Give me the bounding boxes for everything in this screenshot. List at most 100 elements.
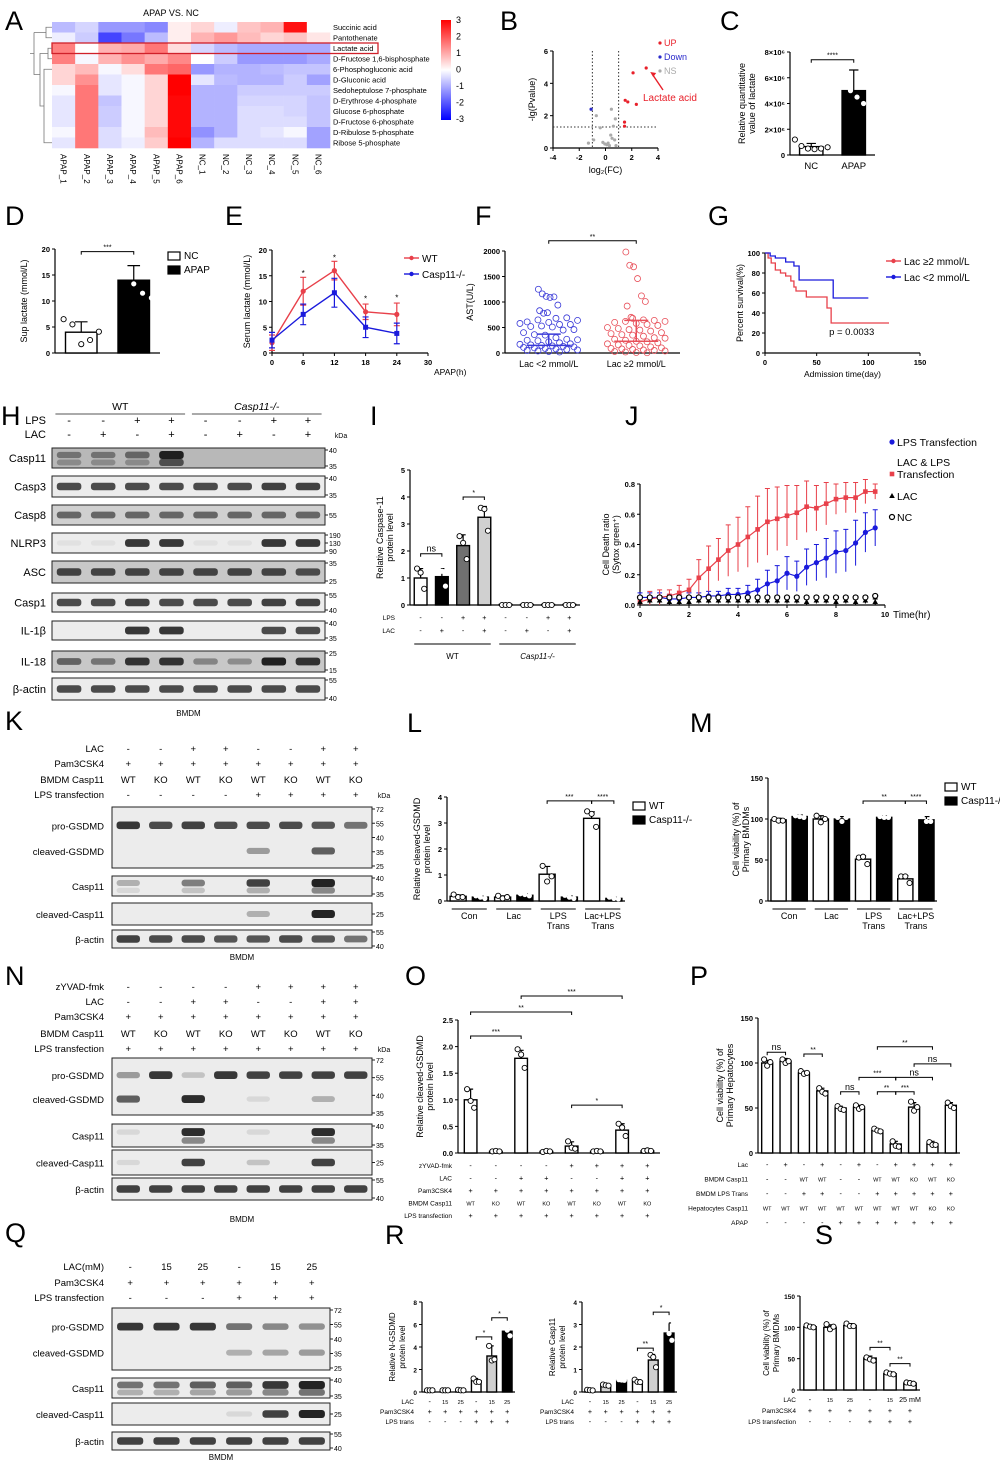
protein-band [246,1096,270,1102]
data-point [552,314,560,322]
data-point [609,133,613,137]
protein-band [117,1381,144,1389]
data-point [877,813,883,820]
x-category-label: Trans [862,921,885,931]
data-point [663,1319,669,1325]
y-tick-label: 0 [438,897,442,906]
data-point [818,145,825,152]
data-point [541,331,549,339]
data-point [783,594,791,601]
x-axis-label: Time(hr) [893,610,930,621]
data-point [843,495,849,500]
data-point [611,335,619,343]
data-point [764,581,771,587]
y-axis-label: value of lactate [747,73,757,134]
protein-band [125,568,150,576]
condition-value: + [353,997,359,1008]
data-point [823,1321,830,1328]
heatmap-cell [98,137,122,149]
condition-value: - [526,614,529,622]
condition-value: WT [517,1202,526,1208]
protein-band [227,658,252,665]
protein-band [125,598,150,607]
protein-band [159,458,184,466]
data-point [843,547,849,554]
data-point [850,1323,857,1330]
data-point [833,549,839,555]
bar [456,544,471,606]
y-axis-label: Cell viability (%) of [715,1048,725,1123]
data-point [852,598,859,604]
heatmap-row-label: Glucose 6-phosphate [333,107,404,116]
condition-value: KO [593,1202,602,1208]
condition-row-label: LPS transfection [748,1419,796,1426]
data-point [950,1104,957,1112]
condition-value: - [469,1175,472,1183]
protein-band [56,459,82,466]
heatmap-cell [214,106,238,117]
heatmap-cell [75,116,99,128]
panel-letter: G [708,201,730,231]
condition-value: + [645,1162,649,1170]
data-point [527,323,535,330]
protein-band [189,1322,216,1331]
data-point [877,1128,884,1135]
protein-band [344,821,368,829]
bar [582,817,601,902]
legend-swatch [167,251,181,261]
condition-value: + [894,1219,898,1227]
x-tick-label: 24 [393,358,402,367]
condition-value: + [320,744,326,755]
heatmap-cell [191,137,215,149]
significance-label: ns [772,1042,782,1052]
data-point [552,345,560,353]
data-point [131,281,137,287]
condition-value: KO [947,1207,956,1213]
kda-marker: 55 [334,1323,342,1330]
data-point [570,326,578,333]
protein-band [125,511,150,519]
data-point [629,346,637,353]
condition-row-label: LAC(mM) [63,1262,104,1273]
x-tick-label: 150 [914,358,927,367]
data-point [654,322,662,329]
heatmap-cell [98,53,122,65]
blot-strip [51,447,326,469]
x-category-label: Lac ≥2 mmol/L [607,359,666,369]
condition-value: + [320,790,326,801]
x-category-label: LPS [550,911,567,921]
y-tick-label: 60 [752,289,760,298]
condition-value: - [127,982,130,993]
data-point [872,598,878,604]
y-tick-label: 100 [784,1325,795,1332]
heatmap-cell [214,137,238,149]
condition-value: + [353,982,359,993]
significance-bracket [80,251,135,255]
protein-band [279,1185,303,1193]
blot-row-label: cleaved-GSDMD [33,1349,104,1360]
condition-value: - [809,1418,812,1426]
y-tick-label: 4 [573,1300,577,1307]
legend-label: Casp11-/- [961,796,1000,807]
panel-letter: Q [5,1218,27,1248]
condition-value: - [596,1175,599,1183]
significance-bracket [520,995,623,1000]
chart-R: 0 2 4 6 8 Relative N-GSDMD protein level * * LAC -… [380,1300,515,1426]
kda-marker: 35 [376,1111,384,1118]
chart-M: 0 50 100 150 Cell viability (%) of Primary BM… [731,774,1000,931]
protein-band [344,935,368,943]
condition-value: + [490,1408,494,1416]
data-point [606,141,610,145]
condition-value: WT [891,1178,900,1184]
data-point [705,594,712,601]
protein-band [214,1071,238,1079]
condition-value: + [190,744,196,755]
significance-bracket [470,1011,573,1016]
condition-value: - [766,1190,769,1198]
heatmap-cell [214,64,238,75]
heatmap-cell [75,64,99,75]
protein-band [298,1381,325,1389]
data-point [885,814,892,820]
condition-value: + [309,1293,315,1304]
y-tick-label: 3 [573,1323,577,1330]
